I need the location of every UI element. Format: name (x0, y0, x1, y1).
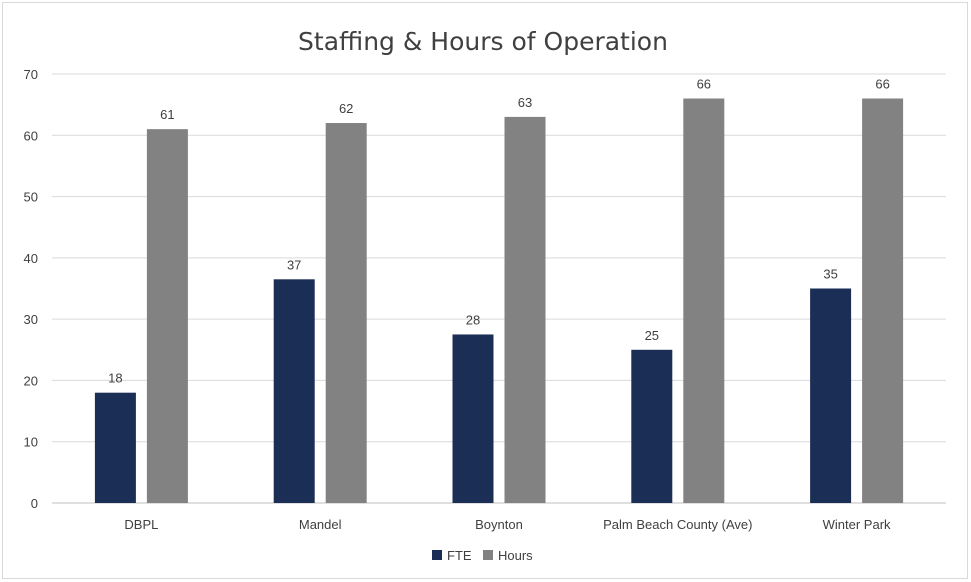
bar-hours-5 (862, 98, 904, 503)
legend-label-hours: Hours (498, 548, 533, 563)
y-tick-label: 20 (24, 373, 38, 388)
bar-fte-3 (452, 334, 494, 503)
y-tick-label: 0 (31, 496, 38, 511)
legend-swatch-hours (483, 550, 493, 560)
legend-label-fte: FTE (447, 548, 472, 563)
legend-swatch-fte (432, 550, 442, 560)
bar-hours-4 (683, 98, 725, 503)
y-tick-label: 40 (24, 251, 38, 266)
x-category-label: DBPL (124, 517, 158, 532)
y-tick-label: 50 (24, 190, 38, 205)
bar-fte-5 (810, 288, 852, 503)
x-category-label: Mandel (299, 517, 342, 532)
y-tick-label: 60 (24, 128, 38, 143)
data-label: 18 (108, 371, 122, 386)
data-label: 66 (875, 77, 889, 92)
y-tick-label: 30 (24, 312, 38, 327)
bars (94, 98, 904, 504)
data-label: 35 (823, 267, 837, 282)
data-label: 37 (287, 257, 301, 272)
data-label: 63 (518, 95, 532, 110)
data-label: 62 (339, 101, 353, 116)
data-label: 66 (697, 77, 711, 92)
y-tick-label: 10 (24, 435, 38, 450)
bar-hours-3 (504, 116, 546, 504)
bar-fte-4 (631, 349, 673, 503)
bar-fte-1 (94, 392, 136, 503)
chart-title: Staffing & Hours of Operation (298, 27, 668, 56)
data-label: 61 (160, 107, 174, 122)
legend: FTE Hours (432, 548, 533, 563)
bar-hours-1 (146, 129, 188, 503)
bar-fte-2 (273, 279, 315, 503)
gridlines (52, 73, 946, 504)
y-tick-label: 70 (24, 67, 38, 82)
data-labels: 18 61 37 62 28 63 25 66 35 66 (108, 77, 890, 386)
bar-hours-2 (325, 123, 367, 504)
x-category-label: Winter Park (823, 517, 891, 532)
data-label: 25 (645, 328, 659, 343)
x-category-label: Boynton (475, 517, 523, 532)
y-axis-tick-labels: 0 10 20 30 40 50 60 70 (24, 67, 38, 511)
data-label: 28 (466, 312, 480, 327)
x-axis-category-labels: DBPL Mandel Boynton Palm Beach County (Ave)… (124, 517, 891, 532)
x-category-label: Palm Beach County (Ave) (603, 517, 752, 532)
